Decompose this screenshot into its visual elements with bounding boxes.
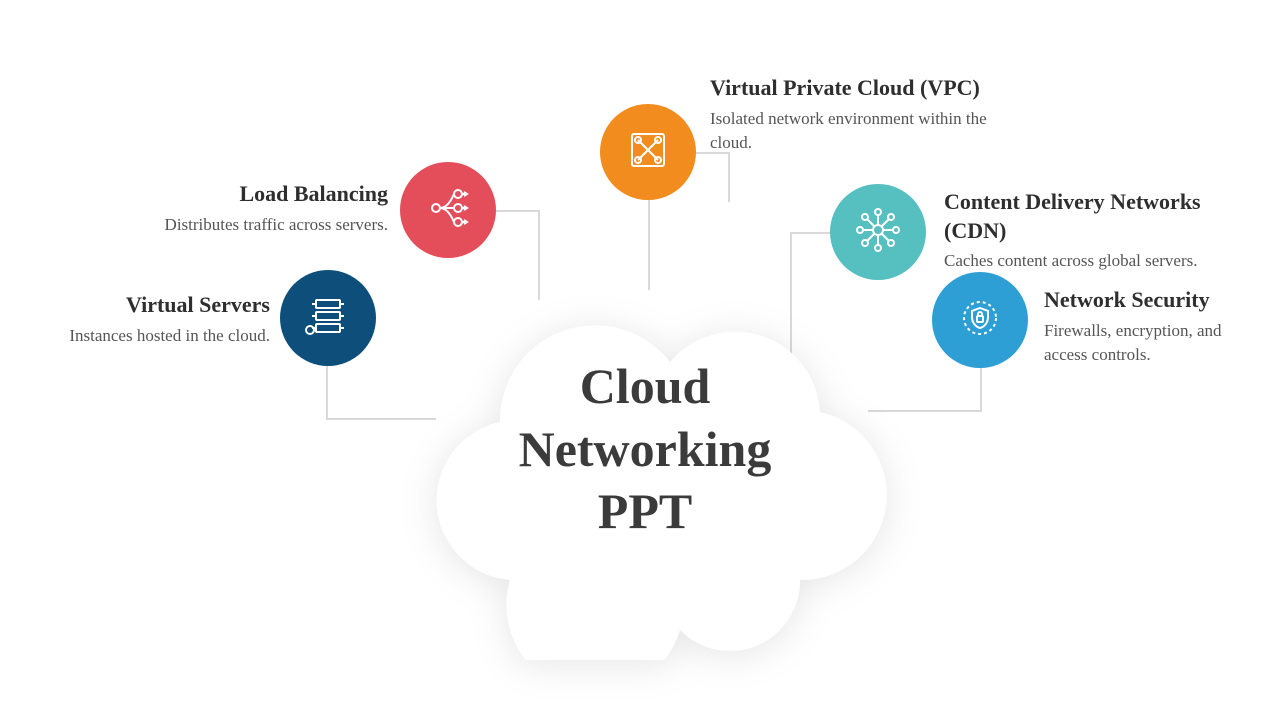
label-desc: Caches content across global servers.	[944, 249, 1244, 274]
vpc-icon	[624, 126, 672, 179]
label-desc: Isolated network environment within the …	[710, 107, 1010, 156]
cloud-title: Cloud Networking PPT	[400, 355, 890, 543]
label-title: Virtual Private Cloud (VPC)	[710, 74, 1010, 103]
cdn-icon	[854, 206, 902, 259]
label-cdn: Content Delivery Networks (CDN) Caches co…	[944, 188, 1244, 274]
label-virtual-servers: Virtual Servers Instances hosted in the c…	[40, 291, 270, 348]
label-desc: Distributes traffic across servers.	[120, 213, 388, 238]
connector	[496, 210, 540, 212]
connector	[790, 232, 832, 234]
balance-icon	[424, 184, 472, 237]
title-line-2: Networking	[519, 421, 772, 477]
node-load-balancing	[400, 162, 496, 258]
connector	[728, 152, 730, 202]
security-icon	[956, 294, 1004, 347]
label-desc: Instances hosted in the cloud.	[40, 324, 270, 349]
label-load-balancing: Load Balancing Distributes traffic across…	[120, 180, 388, 237]
node-network-security	[932, 272, 1028, 368]
title-line-3: PPT	[598, 483, 692, 539]
label-vpc: Virtual Private Cloud (VPC) Isolated netw…	[710, 74, 1010, 156]
connector	[980, 368, 982, 412]
connector	[326, 366, 328, 420]
infographic-stage: Cloud Networking PPT Virtual Servers Inst…	[0, 0, 1280, 720]
node-cdn	[830, 184, 926, 280]
label-title: Load Balancing	[120, 180, 388, 209]
node-vpc	[600, 104, 696, 200]
servers-icon	[304, 292, 352, 345]
label-desc: Firewalls, encryption, and access contro…	[1044, 319, 1264, 368]
label-title: Network Security	[1044, 286, 1264, 315]
node-virtual-servers	[280, 270, 376, 366]
label-title: Content Delivery Networks (CDN)	[944, 188, 1244, 245]
title-line-1: Cloud	[580, 358, 711, 414]
label-network-security: Network Security Firewalls, encryption, a…	[1044, 286, 1264, 368]
label-title: Virtual Servers	[40, 291, 270, 320]
